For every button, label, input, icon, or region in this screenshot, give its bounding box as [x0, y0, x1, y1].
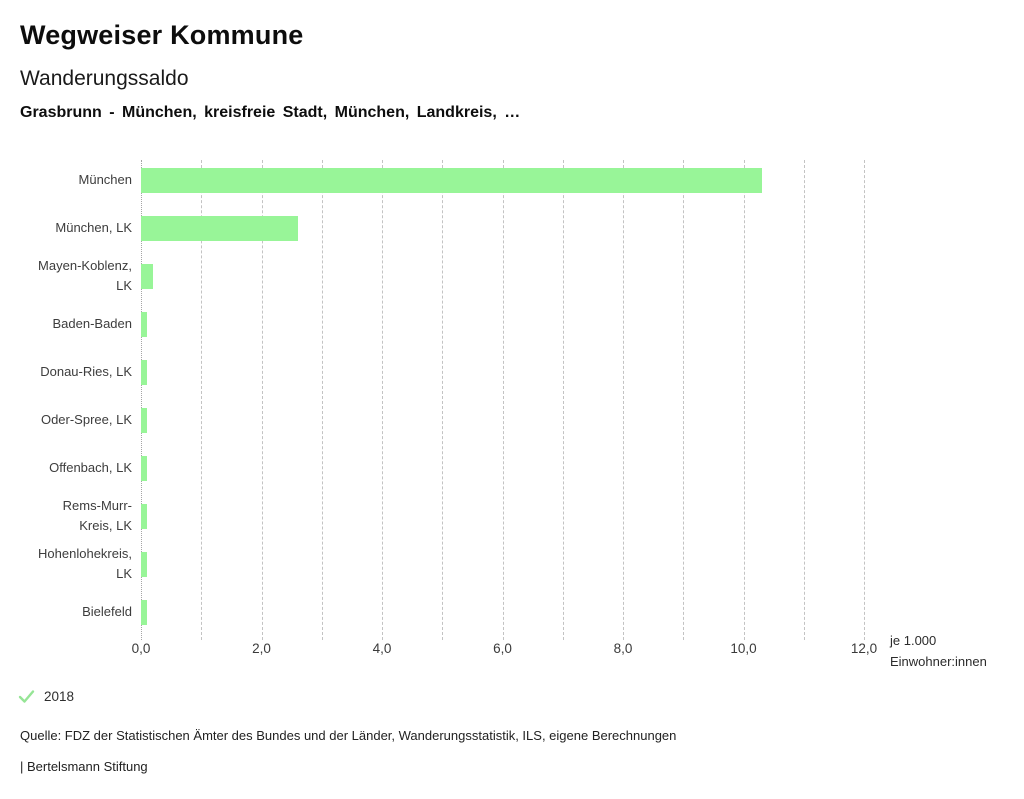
- region-selection-line: Grasbrunn - München, kreisfreie Stadt, M…: [20, 104, 521, 121]
- gridline: [743, 160, 745, 640]
- axis-unit-line-2: Einwohner:innen: [890, 654, 987, 669]
- gridline: [864, 160, 865, 640]
- year-legend-label: 2018: [44, 689, 75, 704]
- x-tick-label: 6,0: [493, 641, 512, 656]
- x-tick-label: 4,0: [372, 641, 392, 656]
- x-tick-label: 12,0: [850, 641, 878, 656]
- axis-unit-label: je 1.000 Einwohner:innen: [890, 630, 987, 672]
- bar[interactable]: [141, 311, 148, 337]
- category-label: Offenbach, LK: [49, 460, 132, 475]
- bar[interactable]: [141, 599, 148, 625]
- year-legend-toggle[interactable]: 2018: [18, 688, 74, 705]
- check-icon: [18, 690, 35, 703]
- gridline: [623, 160, 624, 640]
- category-label: Hohenlohekreis, LK: [38, 546, 132, 581]
- gridline: [562, 160, 564, 640]
- category-label: Rems-Murr- Kreis, LK: [62, 498, 132, 533]
- bar[interactable]: [141, 359, 148, 385]
- category-label: München, LK: [55, 220, 132, 235]
- x-tick-label: 10,0: [730, 641, 757, 656]
- bar[interactable]: [141, 263, 154, 289]
- gridline: [803, 160, 805, 640]
- category-label: Donau-Ries, LK: [40, 364, 132, 379]
- indicator-title: Wanderungssaldo: [20, 67, 189, 90]
- category-label: Baden-Baden: [52, 316, 132, 331]
- gridline: [683, 160, 685, 640]
- brand-note: | Bertelsmann Stiftung: [20, 759, 148, 774]
- page-title: Wegweiser Kommune: [20, 20, 304, 50]
- gridline: [261, 160, 263, 640]
- category-label: Mayen-Koblenz, LK: [38, 258, 132, 293]
- category-label: Bielefeld: [82, 604, 132, 619]
- bar[interactable]: [141, 455, 148, 481]
- bar[interactable]: [141, 551, 148, 577]
- gridline: [502, 160, 504, 640]
- source-note: Quelle: FDZ der Statistischen Ämter des …: [20, 728, 677, 743]
- axis-zero-line: [141, 160, 142, 640]
- x-tick-label: 2,0: [252, 641, 271, 656]
- gridline: [382, 160, 383, 640]
- x-tick-label: 8,0: [613, 641, 633, 656]
- bar[interactable]: [141, 503, 148, 529]
- x-tick-label: 0,0: [131, 641, 151, 656]
- bar[interactable]: [141, 215, 298, 241]
- gridline: [201, 160, 203, 640]
- gridline: [442, 160, 444, 640]
- axis-unit-line-1: je 1.000: [890, 633, 937, 648]
- bar[interactable]: [141, 167, 762, 193]
- gridline: [321, 160, 323, 640]
- category-label: Oder-Spree, LK: [40, 412, 132, 427]
- bar[interactable]: [141, 407, 148, 433]
- category-label: München: [78, 172, 132, 187]
